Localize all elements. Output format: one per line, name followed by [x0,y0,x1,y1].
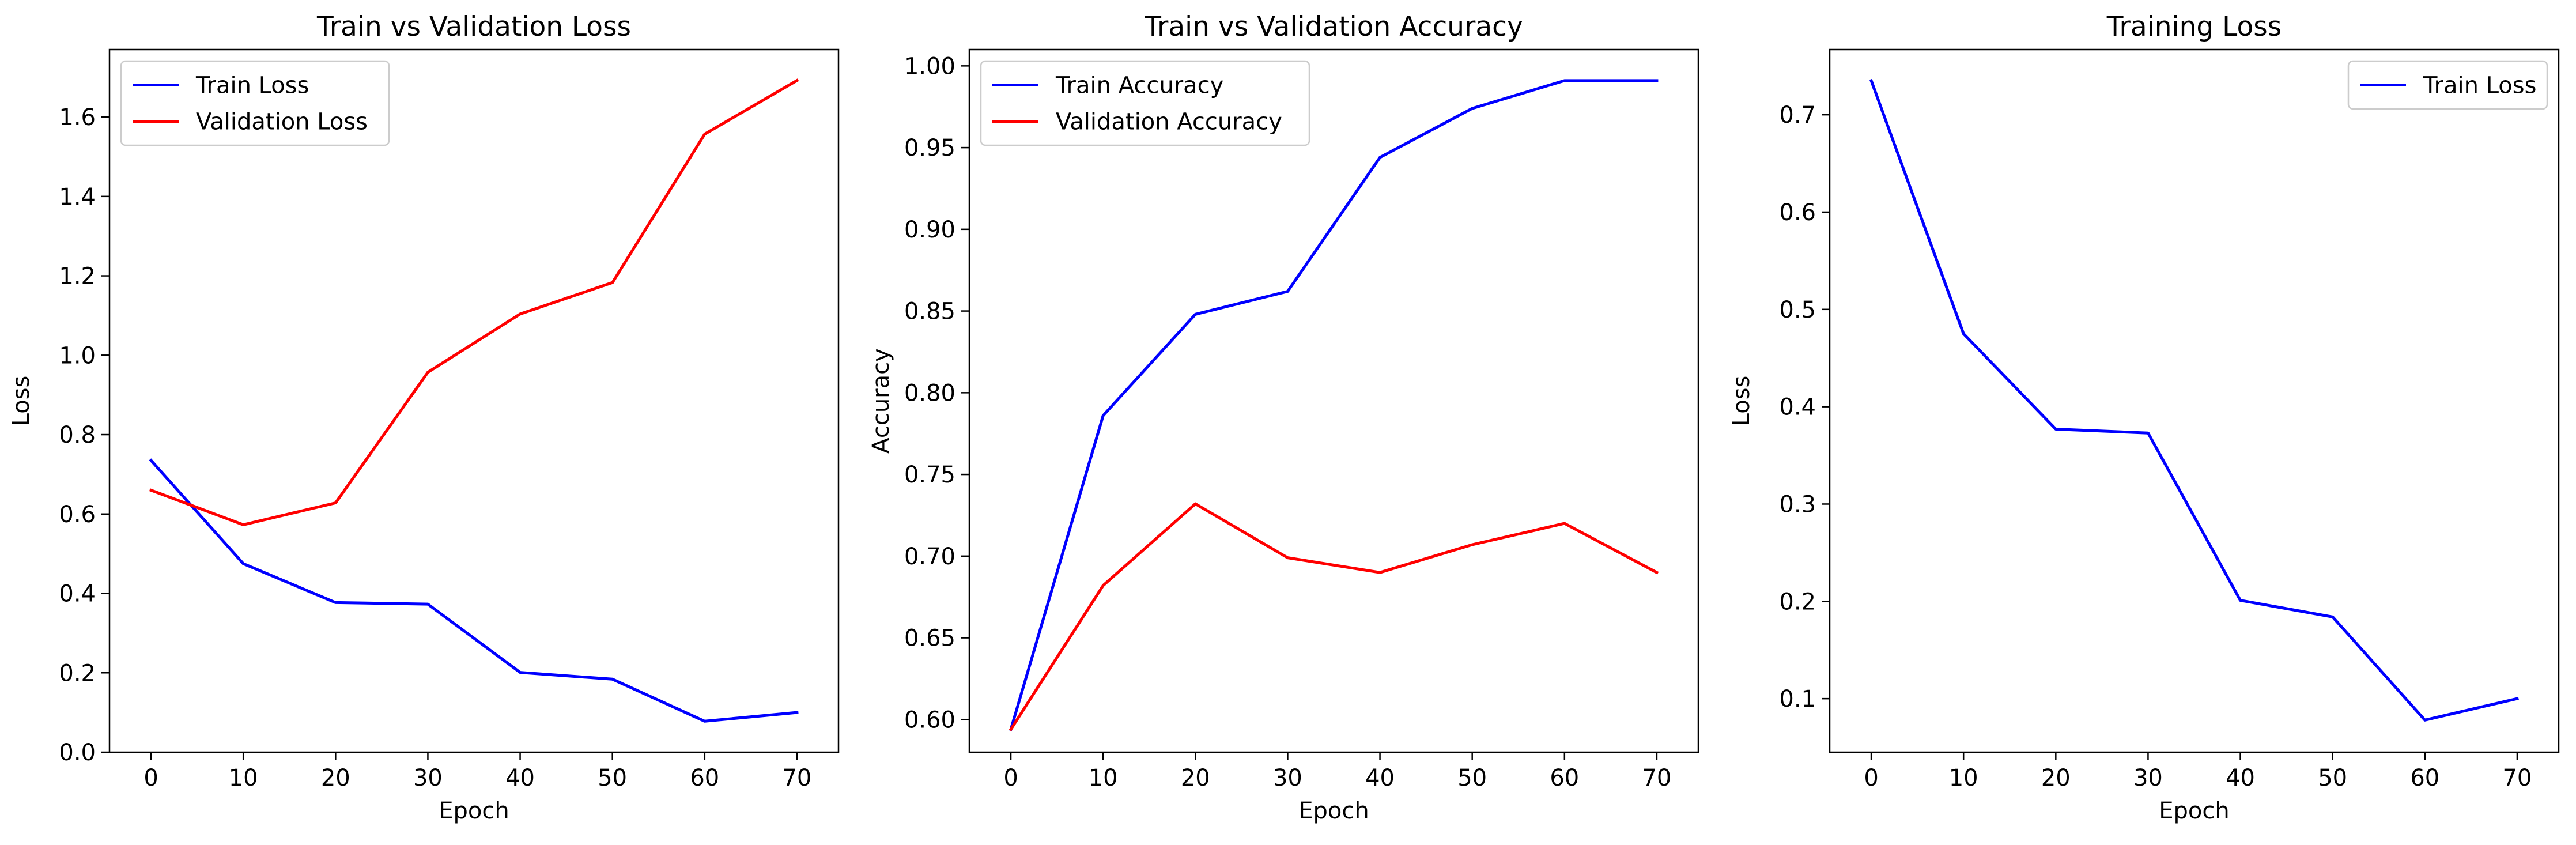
y-tick-label: 0.65 [904,625,955,652]
series-line-validation-accuracy [1009,502,1659,731]
series-line-validation-loss [149,78,799,526]
y-tick-label: 1.2 [59,263,96,290]
legend-box [120,60,390,146]
x-tick-label: 50 [2318,765,2347,791]
y-tick-label: 0.2 [59,660,96,686]
x-tick-label: 0 [1003,765,1018,791]
series-line-train-loss [1869,78,2519,722]
y-tick-label: 1.00 [904,53,955,80]
y-tick-label: 0.4 [59,581,96,608]
x-tick-label: 20 [321,765,350,791]
legend-box [980,60,1310,146]
y-tick-label: 0.7 [1779,102,1816,129]
chart-panel-1: 0 10 20 30 40 50 60 70 0.0 0.2 0.4 0.6 0.8 1.0 1.2 1.4 1… [8,11,840,824]
legend: Train Accuracy Validation Accuracy [980,60,1310,146]
x-tick-label: 20 [1181,765,1210,791]
x-tick-label: 40 [2226,765,2255,791]
chart-title: Training Loss [2106,11,2282,43]
y-tick-label: 1.6 [59,104,96,131]
x-tick-label: 60 [2410,765,2439,791]
x-tick-label: 10 [229,765,258,791]
x-tick-label: 30 [1273,765,1302,791]
x-tick-label: 30 [2133,765,2163,791]
y-tick-label: 1.0 [59,342,96,369]
x-tick-label: 10 [1949,765,1978,791]
y-tick-label: 0.5 [1779,297,1816,323]
y-tick-label: 0.1 [1779,686,1816,712]
x-tick-label: 30 [413,765,443,791]
legend-label: Train Accuracy [1055,73,1223,99]
y-axis-label: Loss [8,376,35,427]
legend-label: Train Loss [195,73,309,99]
chart-panel-3: 0 10 20 30 40 50 60 70 0.1 0.2 0.3 0.4 0.5 0.6 0.7 Trai… [1728,11,2560,824]
y-tick-label: 0.6 [1779,199,1816,226]
x-axis-label: Epoch [1298,798,1369,824]
y-tick-label: 0.70 [904,544,955,570]
x-tick-label: 50 [598,765,627,791]
x-tick-label: 0 [1864,765,1878,791]
x-tick-label: 20 [2041,765,2071,791]
x-tick-label: 60 [1550,765,1579,791]
legend-label: Validation Accuracy [1056,109,1282,135]
axes-frame [108,48,840,753]
y-tick-label: 0.3 [1779,491,1816,518]
y-tick-label: 1.4 [59,184,96,210]
y-tick-label: 0.85 [904,299,955,325]
x-tick-label: 70 [2502,765,2532,791]
x-axis-label: Epoch [439,798,509,824]
legend-label: Train Loss [2423,73,2536,99]
series-line-train-accuracy [1009,79,1659,731]
x-tick-label: 10 [1089,765,1118,791]
y-tick-label: 0.2 [1779,589,1816,615]
y-tick-label: 0.60 [904,707,955,733]
y-tick-label: 0.80 [904,380,955,406]
y-tick-label: 0.0 [59,740,96,766]
y-tick-label: 0.4 [1779,394,1816,421]
y-axis-label: Accuracy [868,348,894,454]
y-tick-label: 0.90 [904,217,955,243]
x-axis-label: Epoch [2159,798,2229,824]
axes-frame [968,48,1699,753]
x-tick-label: 50 [1457,765,1487,791]
series-line-train-loss [149,458,799,723]
x-tick-label: 0 [143,765,158,791]
x-tick-label: 40 [505,765,535,791]
x-tick-label: 60 [690,765,719,791]
legend-box [2347,60,2548,110]
axes-frame [1829,48,2560,753]
legend: Train Loss [2347,60,2548,110]
x-tick-label: 40 [1365,765,1395,791]
legend: Train Loss Validation Loss [120,60,390,146]
y-tick-label: 0.75 [904,462,955,488]
x-tick-label: 70 [1642,765,1671,791]
y-tick-label: 0.95 [904,135,955,161]
chart-title: Train vs Validation Accuracy [1144,11,1523,43]
legend-label: Validation Loss [196,109,368,135]
x-tick-label: 70 [782,765,811,791]
chart-title: Train vs Validation Loss [316,11,631,43]
y-tick-label: 0.8 [59,422,96,448]
chart-panel-2: 0 10 20 30 40 50 60 70 0.60 0.65 0.70 0.75 0.80 0.85 0… [868,11,1699,824]
y-axis-label: Loss [1728,376,1755,427]
y-tick-label: 0.6 [59,501,96,528]
